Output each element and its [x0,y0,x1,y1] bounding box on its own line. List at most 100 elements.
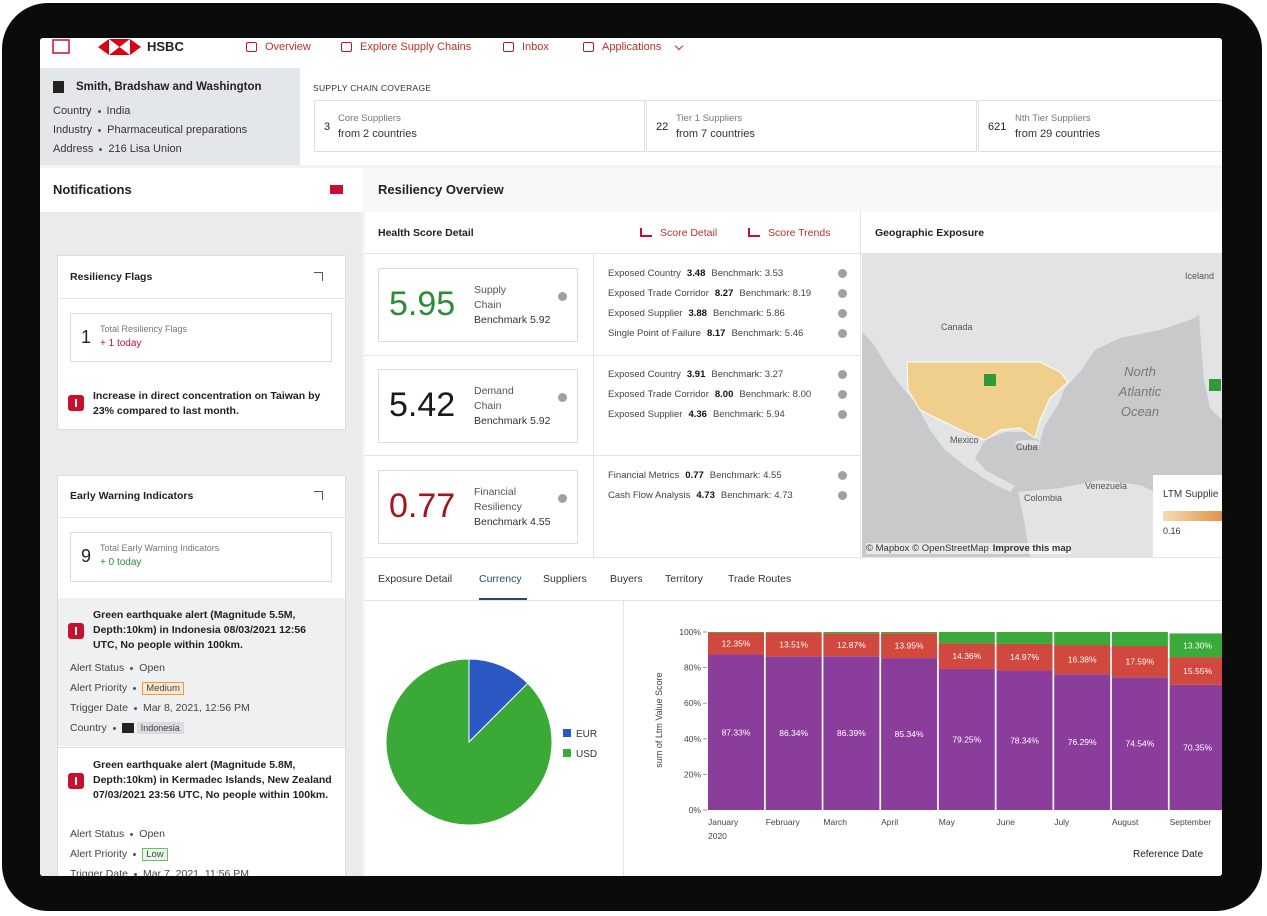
detail-label: Cash Flow Analysis [608,490,691,501]
bar-label: 13.95% [895,641,924,651]
collapse-icon [314,272,323,281]
detail-value: 8.27 [714,288,734,299]
map-land [1196,254,1222,420]
logo-part [109,47,130,55]
field-label: Alert Priority [70,682,128,694]
coverage-label: Core Suppliers [338,113,401,124]
bar-segment [1169,684,1222,810]
detail-benchmark: Benchmark: 5.46 [731,328,804,339]
legend-title: LTM Supplie [1163,489,1219,500]
info-icon [838,390,847,399]
separator-dot [99,147,103,151]
tab[interactable]: Trade Routes [728,573,792,585]
nav-item[interactable]: Explore Supply Chains [360,41,472,53]
alert-field: Alert Status Open [70,828,165,840]
legend-swatch [563,749,571,757]
bar-segment [996,670,1053,810]
detail-benchmark: Benchmark: 3.27 [711,369,784,380]
field-value: Low [142,848,168,861]
bar-segment [881,658,938,810]
score-name: Financial Resiliency [474,485,522,513]
separator-dot [112,726,116,730]
info-icon [838,370,847,379]
detail-value: 3.48 [686,268,706,279]
x-tick-label: January [708,817,739,827]
separator-dot [133,686,137,690]
tab[interactable]: Suppliers [543,573,587,585]
map-label: Cuba [1016,442,1038,452]
panel-link[interactable]: Score Trends [768,227,831,239]
score-box [378,470,578,544]
info-icon [838,329,847,338]
field-label: Alert Status [70,662,125,674]
alert-background [58,598,345,746]
alert-icon-mark [75,627,77,635]
score-value: 5.95 [389,285,456,323]
nav-item[interactable]: Applications [602,41,662,53]
bar-segment [881,632,938,634]
pie-slice [468,658,529,744]
field-label: Country [70,722,107,734]
tab[interactable]: Exposure Detail [378,573,453,585]
x-tick-sublabel: 2020 [708,831,727,841]
detail-label: Single Point of Failure [608,328,701,339]
coverage-count: 621 [988,121,1007,133]
info-icon [558,292,567,301]
score-box [378,369,578,443]
nav-item[interactable]: Inbox [522,41,549,53]
detail-value: 8.17 [706,328,726,339]
bar-segment [1111,677,1168,810]
legend-scale [1163,511,1222,521]
total-box [70,313,332,362]
alert-icon [68,623,84,639]
total-count: 9 [81,546,92,566]
score-detail: Exposed Country 3.48 Benchmark: 3.53 [608,268,783,279]
score-label-group: Demand Chain Benchmark 5.92 [474,369,558,443]
detail-label: Exposed Supplier [608,409,683,420]
detail-benchmark: Benchmark: 4.55 [709,470,782,481]
notifications-header [40,168,362,212]
bar-segment [1111,646,1168,678]
score-label-group: Financial Resiliency Benchmark 4.55 [474,470,558,544]
bar-segment [1111,632,1168,647]
row-divider [365,355,860,356]
logo-part [130,39,141,55]
score-name: Demand Chain [474,384,514,412]
panel-link[interactable]: Score Detail [660,227,718,239]
section-divider [365,557,1222,558]
map-label: Iceland [1185,271,1215,281]
map-label: Colombia [1024,493,1063,503]
score-label-group: Supply Chain Benchmark 5.92 [474,268,558,342]
detail-benchmark: Benchmark: 8.19 [739,288,812,299]
score-name: Supply Chain [474,283,507,311]
field-label: Country [53,105,92,117]
detail-label: Exposed Supplier [608,308,683,319]
score-benchmark: Benchmark 5.92 [474,313,551,326]
field-label: Alert Priority [70,848,128,860]
detail-label: Financial Metrics [608,470,680,481]
detail-value: 4.73 [696,490,715,501]
panel-title: Geographic Exposure [875,227,985,239]
tab[interactable]: Currency [479,573,522,585]
company-field: Country India [53,105,130,117]
bar-segment [823,633,880,657]
detail-value: 3.91 [686,369,706,380]
bar-label: 17.59% [1125,657,1154,667]
card-divider [57,747,346,748]
detail-benchmark: Benchmark: 4.73 [720,490,793,501]
bar-label: 15.55% [1183,666,1212,676]
bar-label: 76.29% [1068,737,1097,747]
improve-link: Improve this map [992,543,1072,554]
field-value: Mar 7, 2021, 11:56 PM [142,868,249,880]
alert-icon-mark [75,399,77,407]
nav-item[interactable]: Overview [265,41,311,53]
nav-icon [503,42,514,52]
card-divider [57,517,346,518]
total-box [70,532,332,582]
info-icon [838,309,847,318]
tab[interactable]: Territory [665,573,703,585]
tab[interactable]: Buyers [610,573,643,585]
company-panel [40,68,300,165]
y-tick-label: 80% [684,663,701,673]
